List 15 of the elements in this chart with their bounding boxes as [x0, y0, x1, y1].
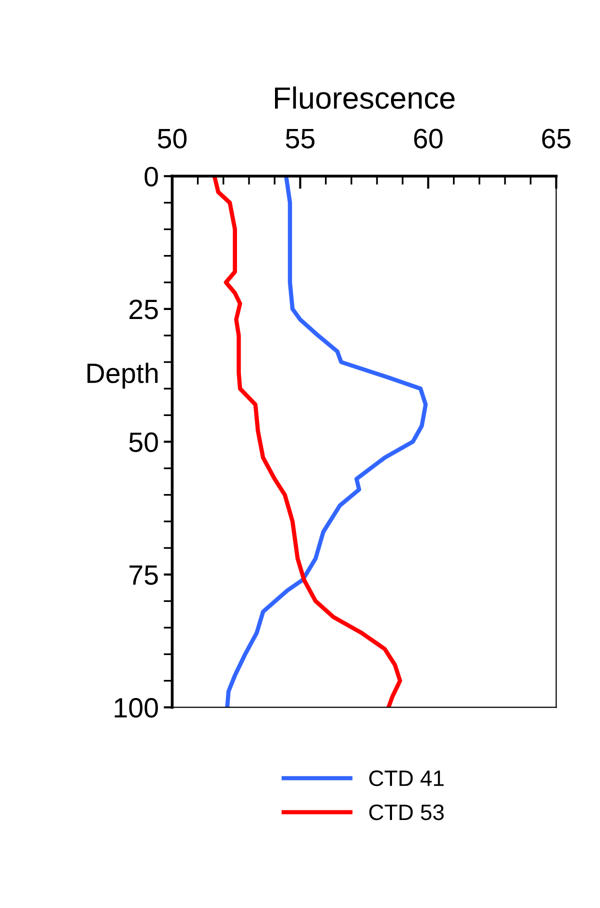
y-tick-label: 75 [130, 565, 158, 585]
y-tick-label: 50 [129, 432, 158, 452]
x-tick-label: 50 [158, 128, 187, 148]
y-tick-label: 0 [144, 166, 158, 186]
x-tick-label: 60 [414, 128, 443, 148]
y-tick-label: 25 [130, 300, 158, 320]
legend-label: CTD 53 [369, 804, 444, 820]
y-axis-title: Depth [88, 362, 158, 389]
legend-label: CTD 41 [369, 770, 444, 786]
line-series [212, 176, 402, 708]
y-tick-label: 100 [114, 698, 158, 718]
x-axis-title: Fluorescence [275, 86, 455, 109]
x-tick-label: 65 [542, 128, 570, 148]
x-tick-label: 55 [286, 129, 314, 148]
line-series [225, 176, 428, 708]
